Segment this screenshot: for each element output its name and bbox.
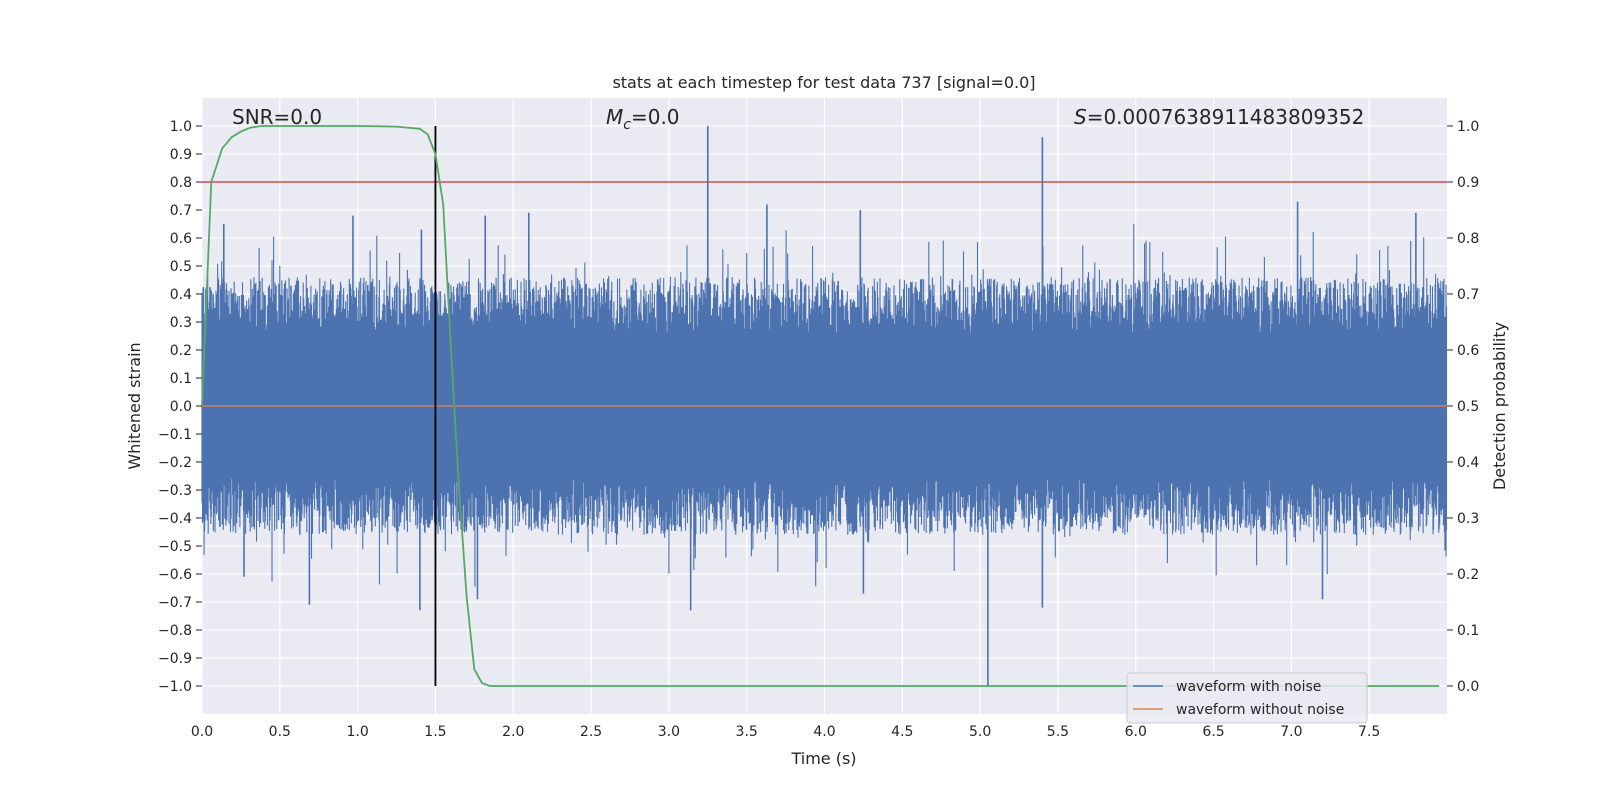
y-tick-label: −0.6 — [158, 567, 192, 583]
legend-label-noise: waveform with noise — [1176, 679, 1321, 695]
x-tick-label: 4.5 — [891, 724, 913, 740]
y-axis-title: Whitened strain — [125, 342, 144, 469]
y2-tick-label: 0.9 — [1457, 175, 1479, 191]
x-tick-label: 5.5 — [1047, 724, 1069, 740]
x-tick-label: 7.0 — [1280, 724, 1302, 740]
y-tick-label: 0.5 — [170, 259, 192, 275]
x-tick-label: 7.5 — [1358, 724, 1380, 740]
y-tick-label: 1.0 — [170, 119, 192, 135]
x-tick-label: 4.0 — [813, 724, 835, 740]
overlay-lines — [201, 125, 1447, 687]
s-symbol: S — [1074, 105, 1087, 129]
y-tick-label: 0.1 — [170, 371, 192, 387]
legend-box — [1126, 672, 1368, 724]
noise-trace-lower — [201, 406, 1448, 587]
y-tick-label: 0.4 — [170, 287, 192, 303]
y2-tick-label: 0.8 — [1457, 231, 1479, 247]
y-tick-label: 0.8 — [170, 175, 192, 191]
y2-tick-label: 0.5 — [1457, 399, 1479, 415]
x-axis-title: Time (s) — [790, 749, 856, 768]
y-tick-label: −0.1 — [158, 427, 192, 443]
y2-tick-label: 1.0 — [1457, 119, 1479, 135]
x-tick-label: 2.5 — [580, 724, 602, 740]
s-value: =0.0007638911483809352 — [1087, 105, 1365, 129]
y-tick-label: −0.9 — [158, 651, 192, 667]
snr-annotation: SNR=0.0 — [232, 105, 322, 129]
probability-curve — [201, 125, 1440, 687]
legend: waveform with noise waveform without noi… — [1126, 672, 1368, 724]
y-tick-label: −0.4 — [158, 511, 192, 527]
y2-tick-label: 0.4 — [1457, 455, 1479, 471]
x-tick-label: 1.0 — [346, 724, 368, 740]
y2-tick-label: 0.6 — [1457, 343, 1479, 359]
y-tick-label: −1.0 — [158, 679, 192, 695]
y2-tick-label: 0.3 — [1457, 511, 1479, 527]
y-tick-label: −0.8 — [158, 623, 192, 639]
x-tick-label: 5.0 — [969, 724, 991, 740]
y-tick-label: −0.2 — [158, 455, 192, 471]
mc-symbol: M — [606, 105, 623, 129]
y2-tick-label: 0.2 — [1457, 567, 1479, 583]
y-tick-label: 0.0 — [170, 399, 192, 415]
y2-tick-label: 0.1 — [1457, 623, 1479, 639]
s-annotation: S=0.0007638911483809352 — [1074, 105, 1364, 129]
y-tick-label: 0.7 — [170, 203, 192, 219]
y2-axis-title: Detection probability — [1490, 322, 1509, 490]
legend-label-clean: waveform without noise — [1176, 702, 1344, 718]
y2-axis-ticks: 1.0 0.9 0.8 0.7 0.6 0.5 0.4 0.3 0.2 0.1 0.0 — [1447, 119, 1479, 695]
chart-title: stats at each timestep for test data 737… — [612, 73, 1035, 92]
y-tick-label: −0.5 — [158, 539, 192, 555]
mc-value: =0.0 — [631, 105, 680, 129]
x-tick-label: 1.5 — [424, 724, 446, 740]
y-tick-label: −0.3 — [158, 483, 192, 499]
y2-tick-label: 0.7 — [1457, 287, 1479, 303]
y-axis-ticks: 1.0 0.9 0.8 0.7 0.6 0.5 0.4 0.3 0.2 0.1 0.0 −0.1 −0.… — [158, 119, 202, 695]
x-tick-label: 3.0 — [658, 724, 680, 740]
y2-tick-label: 0.0 — [1457, 679, 1479, 695]
x-tick-label: 0.0 — [191, 724, 213, 740]
y-tick-label: 0.2 — [170, 343, 192, 359]
x-tick-label: 2.0 — [502, 724, 524, 740]
y-tick-label: 0.6 — [170, 231, 192, 247]
x-tick-label: 6.0 — [1125, 724, 1147, 740]
y-tick-label: 0.9 — [170, 147, 192, 163]
x-tick-label: 6.5 — [1202, 724, 1224, 740]
y-tick-label: 0.3 — [170, 315, 192, 331]
y-tick-label: −0.7 — [158, 595, 192, 611]
mc-annotation: Mc=0.0 — [606, 105, 680, 133]
x-tick-label: 3.5 — [736, 724, 758, 740]
mc-subscript: c — [623, 117, 631, 133]
x-axis-ticks: 0.0 0.5 1.0 1.5 2.0 2.5 3.0 3.5 4.0 4.5 5.0 5.5 6.0 6… — [191, 724, 1380, 740]
x-tick-label: 0.5 — [269, 724, 291, 740]
